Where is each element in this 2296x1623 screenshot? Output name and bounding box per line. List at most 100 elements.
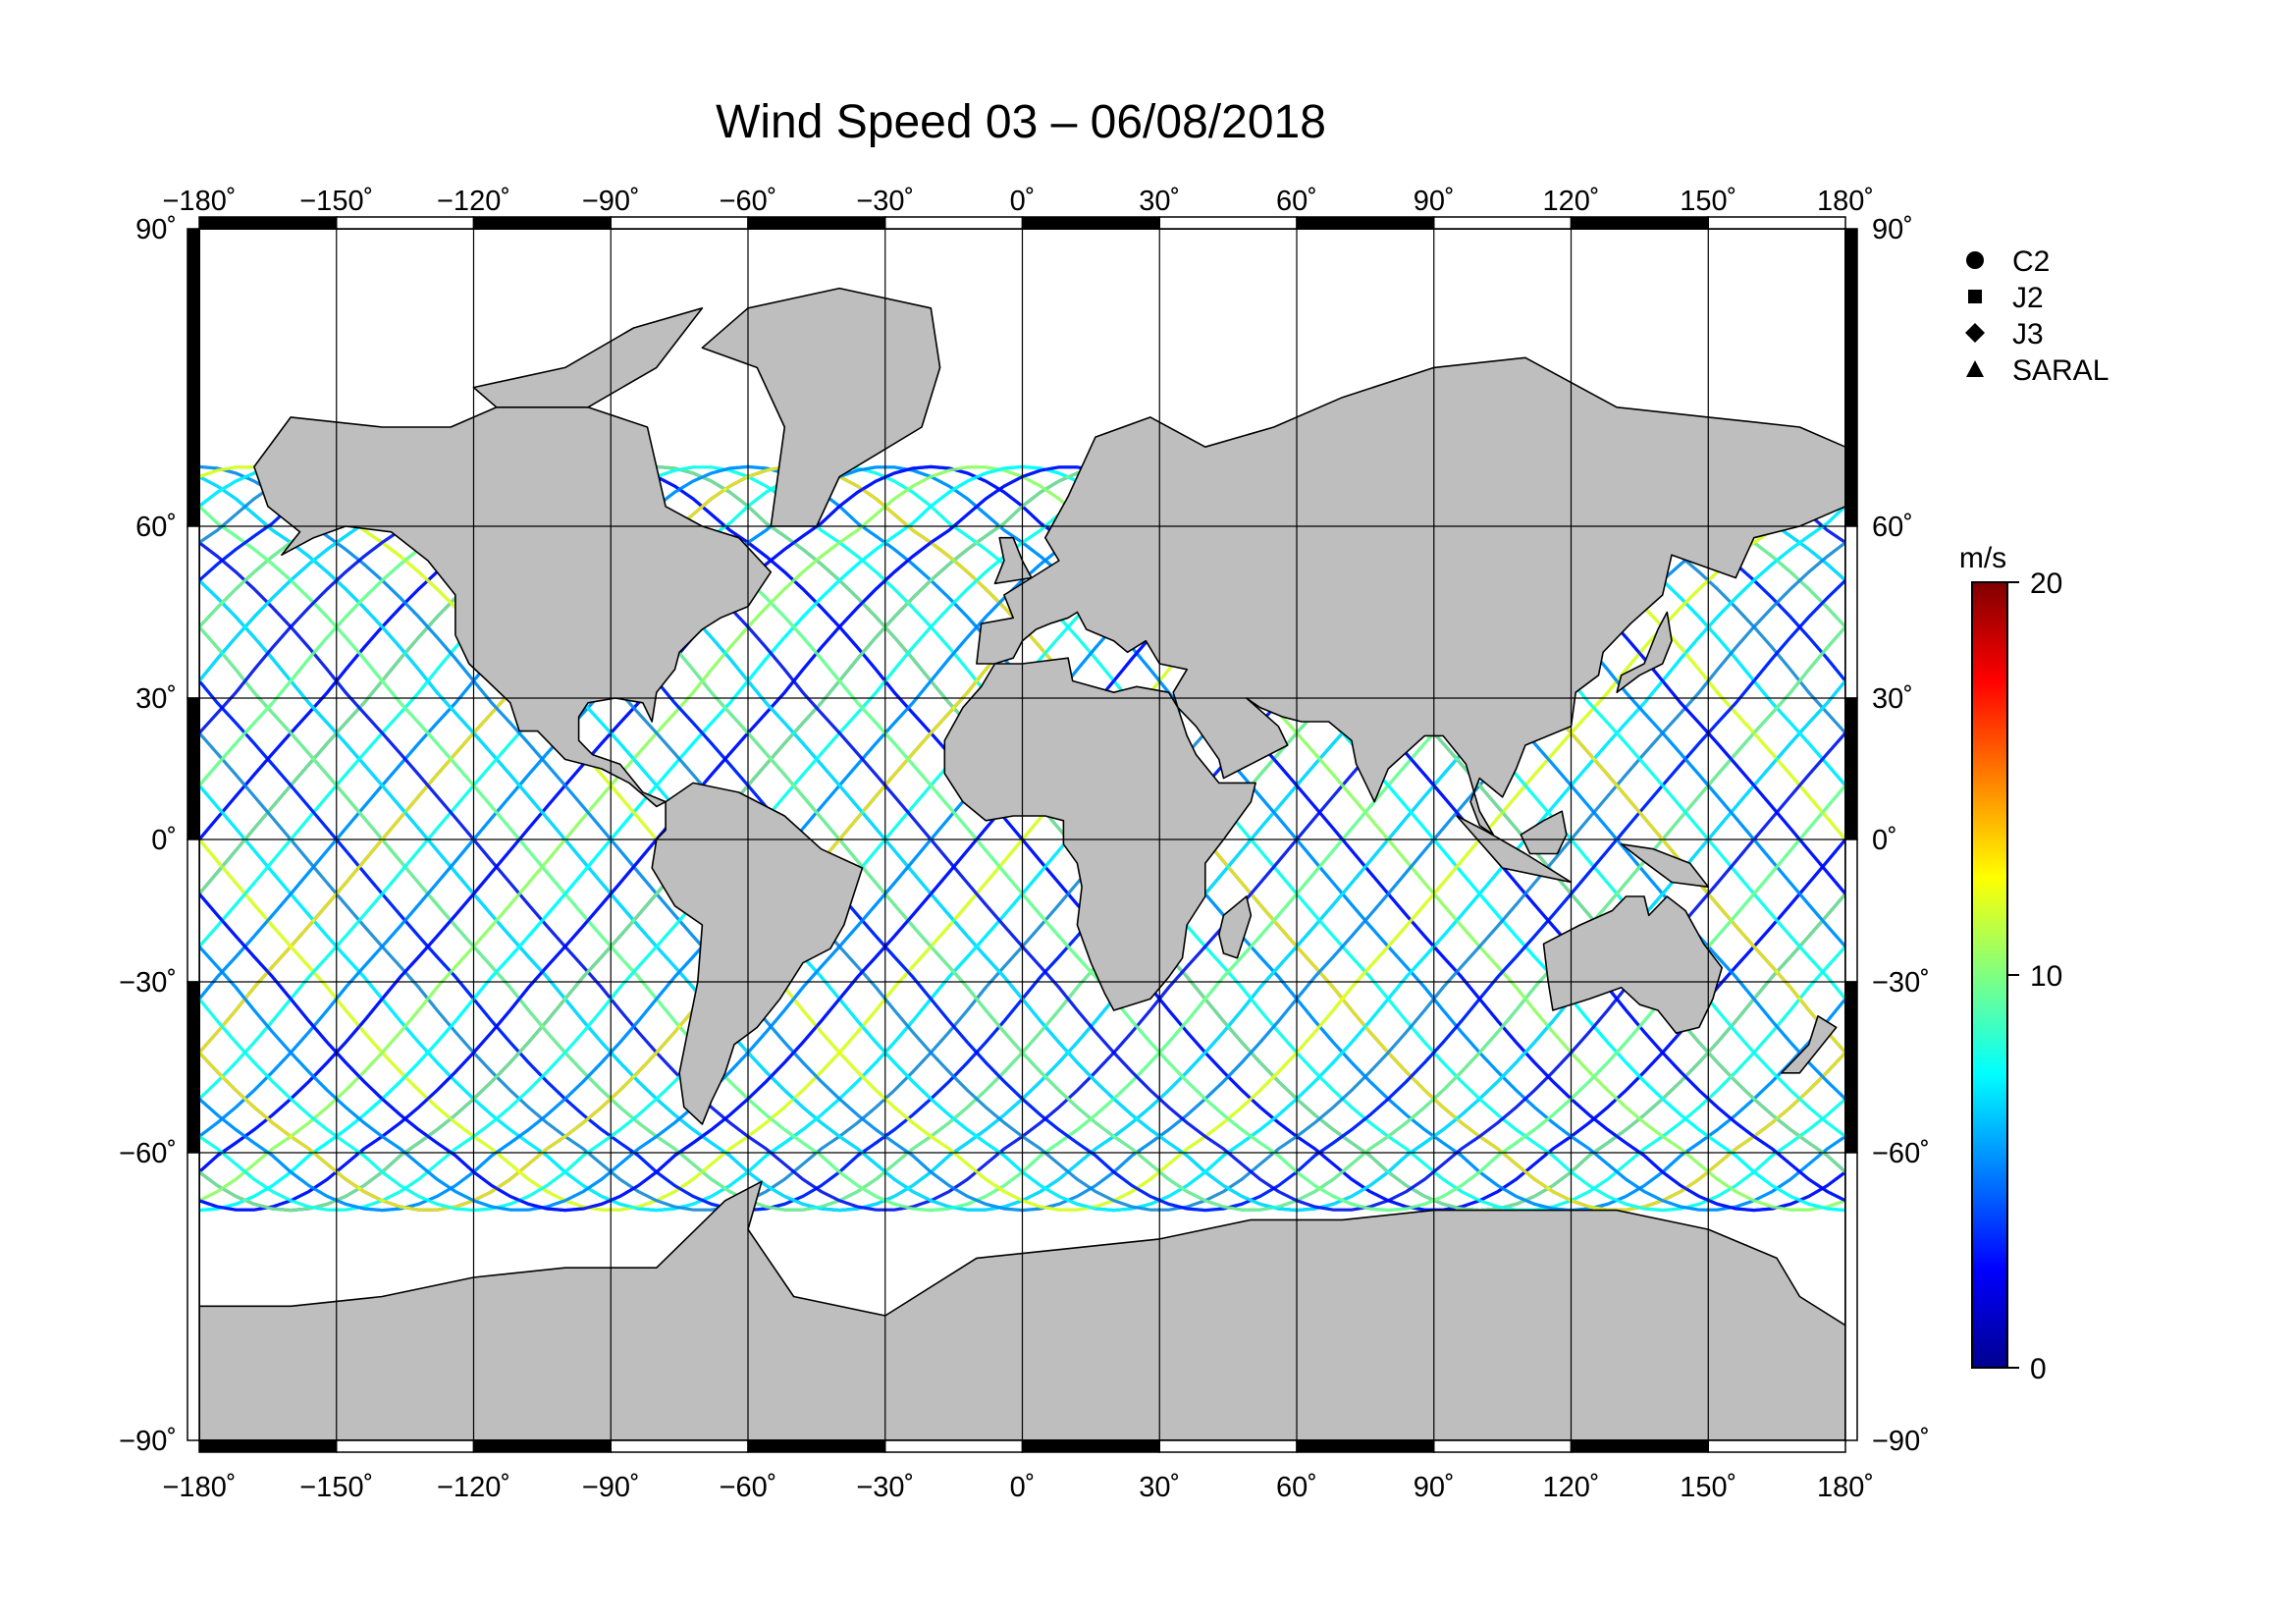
lon-tick-label-bottom: 180˚ bbox=[1817, 1472, 1874, 1503]
lat-tick-label-right: 60˚ bbox=[1872, 512, 1913, 543]
australia-landmass bbox=[1542, 895, 1723, 1034]
lat-tick-label-left: 60˚ bbox=[135, 512, 177, 543]
frame-bar-top bbox=[1296, 216, 1435, 230]
lat-tick-label-right: 0˚ bbox=[1872, 825, 1897, 856]
frame-bar-top bbox=[1021, 216, 1160, 230]
lon-tick-label-top: 150˚ bbox=[1680, 186, 1736, 217]
frame-bar-right bbox=[1844, 839, 1858, 983]
frame-bar-left bbox=[187, 228, 200, 527]
frame-bar-bottom bbox=[1707, 1439, 1846, 1453]
frame-bar-right bbox=[1844, 981, 1858, 1154]
colorbar-ticks: 20 10 0 bbox=[2007, 568, 2062, 1385]
colorbar-tick-label: 0 bbox=[2030, 1353, 2047, 1385]
frame-bar-right bbox=[1844, 228, 1858, 527]
lat-tick-label-left: 90˚ bbox=[135, 214, 177, 245]
lon-tick-label-bottom: 120˚ bbox=[1542, 1472, 1599, 1503]
colorbar-tick-label: 10 bbox=[2030, 960, 2062, 993]
frame-bar-left bbox=[187, 839, 200, 983]
lat-tick-label-left: −90˚ bbox=[119, 1426, 177, 1457]
frame-bar-top bbox=[198, 216, 338, 230]
frame-bar-bottom bbox=[472, 1439, 612, 1453]
europe-asia-landmass bbox=[976, 356, 1845, 837]
colorbar: m/s 20 10 0 bbox=[1959, 542, 2063, 1385]
frame-bar-top bbox=[884, 216, 1024, 230]
frame-bar-left bbox=[187, 525, 200, 699]
frame-bar-left bbox=[187, 981, 200, 1154]
frame-bar-top bbox=[747, 216, 886, 230]
lon-tick-label-bottom: 150˚ bbox=[1680, 1472, 1736, 1503]
frame-bar-bottom bbox=[884, 1439, 1024, 1453]
map-area bbox=[199, 229, 1845, 1440]
legend-label: SARAL bbox=[2012, 354, 2109, 387]
colorbar-unit: m/s bbox=[1959, 542, 2006, 574]
japan-landmass bbox=[1616, 611, 1673, 694]
frame-bar-bottom bbox=[1433, 1439, 1573, 1453]
lat-tick-label-right: 90˚ bbox=[1872, 214, 1913, 245]
frame-bar-top bbox=[1433, 216, 1573, 230]
lat-tick-label-right: 30˚ bbox=[1872, 683, 1913, 715]
north-america-landmass bbox=[253, 396, 773, 808]
diamond-icon bbox=[1965, 323, 1985, 343]
lon-tick-label-bottom: −60˚ bbox=[720, 1472, 777, 1503]
lon-tick-label-bottom: 60˚ bbox=[1276, 1472, 1317, 1503]
lat-tick-label-left: 0˚ bbox=[151, 825, 177, 856]
triangle-icon bbox=[1966, 360, 1984, 377]
lon-tick-label-bottom: −30˚ bbox=[856, 1472, 914, 1503]
lon-tick-label-top: −120˚ bbox=[437, 186, 510, 217]
lon-tick-label-top: 0˚ bbox=[1010, 186, 1036, 217]
frame-bar-top bbox=[472, 216, 612, 230]
colorbar-tick-label: 20 bbox=[2030, 568, 2062, 600]
legend-label: J3 bbox=[2012, 318, 2044, 351]
lon-tick-label-top: −150˚ bbox=[299, 186, 373, 217]
frame-bar-left bbox=[187, 1152, 200, 1441]
lat-tick-label-right: −30˚ bbox=[1872, 967, 1930, 999]
lat-tick-label-left: −30˚ bbox=[119, 967, 177, 999]
lon-tick-label-bottom: −180˚ bbox=[163, 1472, 237, 1503]
madagascar-landmass bbox=[1218, 895, 1253, 959]
lat-tick-label-left: −60˚ bbox=[119, 1138, 177, 1169]
frame-bar-bottom bbox=[336, 1439, 475, 1453]
map-title: Wind Speed 03 – 06/08/2018 bbox=[716, 96, 1326, 148]
axis-tick-labels: −180˚ −180˚ −150˚ −150˚ −120˚ −120˚ −90˚ −90˚ −6… bbox=[119, 186, 1930, 1503]
frame-bar-top bbox=[1570, 216, 1709, 230]
frame-bar-top bbox=[1158, 216, 1298, 230]
frame-bar-top bbox=[610, 216, 749, 230]
borneo-landmass bbox=[1520, 810, 1568, 855]
lon-tick-label-top: 90˚ bbox=[1414, 186, 1455, 217]
lon-tick-label-bottom: −90˚ bbox=[582, 1472, 640, 1503]
lon-tick-label-top: 120˚ bbox=[1542, 186, 1599, 217]
frame-bar-bottom bbox=[610, 1439, 749, 1453]
south-america-landmass bbox=[651, 782, 864, 1125]
colorbar-gradient bbox=[1971, 581, 2008, 1369]
lat-tick-label-right: −60˚ bbox=[1872, 1138, 1930, 1169]
lon-tick-label-top: −60˚ bbox=[720, 186, 777, 217]
square-icon bbox=[1968, 290, 1982, 303]
lon-tick-label-top: −180˚ bbox=[163, 186, 237, 217]
graticule-grid bbox=[199, 229, 1845, 1440]
frame-bar-bottom bbox=[1570, 1439, 1709, 1453]
lon-tick-label-top: 30˚ bbox=[1139, 186, 1180, 217]
lon-tick-label-top: −90˚ bbox=[582, 186, 640, 217]
lon-tick-label-bottom: −150˚ bbox=[299, 1472, 373, 1503]
lat-tick-label-left: 30˚ bbox=[135, 683, 177, 715]
lon-tick-label-top: −30˚ bbox=[856, 186, 914, 217]
lon-tick-label-top: 60˚ bbox=[1276, 186, 1317, 217]
lon-tick-label-bottom: 30˚ bbox=[1139, 1472, 1180, 1503]
lon-tick-label-bottom: 90˚ bbox=[1414, 1472, 1455, 1503]
frame-bar-right bbox=[1844, 525, 1858, 699]
frame-bar-left bbox=[187, 697, 200, 840]
frame-bar-bottom bbox=[1021, 1439, 1160, 1453]
legend-label: J2 bbox=[2012, 282, 2044, 314]
lon-tick-label-bottom: −120˚ bbox=[437, 1472, 510, 1503]
lat-tick-label-right: −90˚ bbox=[1872, 1426, 1930, 1457]
circle-icon bbox=[1966, 251, 1984, 269]
map-frame-bars bbox=[187, 216, 1858, 1453]
frame-bar-bottom bbox=[198, 1439, 338, 1453]
arctic-islands-landmass bbox=[472, 306, 704, 408]
frame-bar-right bbox=[1844, 697, 1858, 840]
lon-tick-label-top: 180˚ bbox=[1817, 186, 1874, 217]
lon-tick-label-bottom: 0˚ bbox=[1010, 1472, 1036, 1503]
frame-bar-right bbox=[1844, 1152, 1858, 1441]
